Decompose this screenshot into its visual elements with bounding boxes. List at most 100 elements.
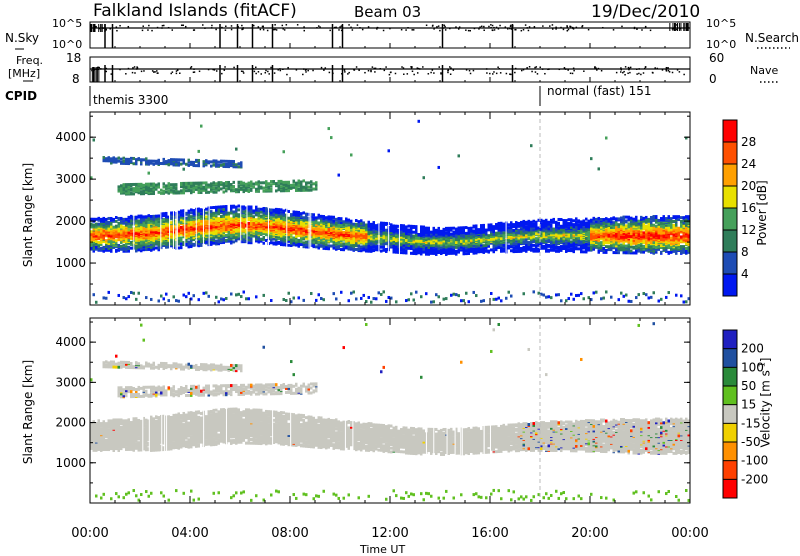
power-cell: [190, 161, 193, 164]
power-cell: [140, 183, 143, 186]
power-cell: [165, 242, 168, 245]
power-cell: [410, 292, 413, 295]
nave-point: [536, 66, 538, 68]
power-cell: [123, 160, 126, 163]
power-cell: [213, 191, 216, 194]
power-cell: [138, 219, 141, 222]
power-cell: [343, 247, 346, 250]
power-cell: [198, 240, 201, 243]
nave-point: [280, 70, 282, 72]
power-cell: [413, 225, 416, 228]
nsky-point: [426, 25, 428, 27]
power-cell: [238, 181, 241, 184]
power-cell: [188, 292, 191, 295]
power-cell: [260, 215, 263, 218]
nsky-point: [405, 29, 407, 31]
power-cell: [128, 183, 131, 186]
power-cell: [140, 190, 143, 193]
power-cell: [230, 217, 233, 220]
nave-point: [598, 68, 600, 70]
power-cell: [113, 156, 116, 159]
power-cell: [488, 234, 491, 237]
power-cell: [263, 294, 266, 297]
power-cell: [465, 292, 468, 295]
nsky-point: [444, 25, 446, 27]
nave-point: [329, 72, 331, 74]
nsky-point: [334, 27, 336, 29]
power-cell: [248, 241, 251, 244]
power-cell: [190, 215, 193, 218]
nave-point: [221, 73, 223, 75]
nave-point: [119, 69, 121, 71]
nave-point: [583, 70, 585, 72]
power-cell: [238, 162, 241, 165]
power-cell: [123, 247, 126, 250]
power-cell: [225, 221, 228, 224]
power-cell: [303, 299, 306, 302]
power-cell: [215, 206, 218, 209]
power-cell: [290, 238, 293, 241]
nave-point: [572, 73, 574, 75]
power-cell: [188, 164, 191, 167]
power-cell: [428, 237, 431, 240]
power-cell: [273, 241, 276, 244]
nave-point: [157, 72, 159, 74]
power-cell: [315, 216, 318, 219]
power-cell: [435, 229, 438, 232]
power-cell: [255, 181, 258, 184]
power-cell: [118, 185, 121, 188]
nsky-point: [157, 27, 159, 29]
power-cell: [325, 221, 328, 224]
nave-point: [106, 68, 108, 70]
power-cell: [360, 219, 363, 222]
power-cell: [95, 301, 98, 304]
nsky-point: [496, 27, 498, 29]
nave-point: [302, 74, 304, 76]
nsky-point: [274, 29, 276, 31]
nave-point: [395, 73, 397, 75]
nave-point: [380, 68, 382, 70]
power-cell: [305, 181, 308, 184]
nave-point: [305, 71, 307, 73]
power-cell: [308, 181, 311, 184]
power-cell: [340, 217, 343, 220]
nave-point: [529, 66, 531, 68]
nave-point: [287, 67, 289, 69]
nave-point: [353, 69, 355, 71]
power-cell: [158, 182, 161, 185]
nave-point: [170, 73, 172, 75]
power-cell: [223, 205, 226, 208]
nsky-point: [568, 29, 570, 31]
nave-point: [514, 72, 516, 74]
power-cell: [488, 224, 491, 227]
nsky-point: [560, 27, 562, 29]
power-cell: [180, 182, 183, 185]
power-cell: [170, 183, 173, 186]
power-cell: [268, 182, 271, 185]
power-cell: [258, 241, 261, 244]
nsky-point: [436, 26, 438, 28]
nave-point: [535, 71, 537, 73]
nave-point: [412, 71, 414, 73]
power-cell: [270, 183, 273, 186]
power-cell: [213, 187, 216, 190]
power-cell: [433, 300, 436, 303]
power-cell: [280, 220, 283, 223]
power-cell: [208, 295, 211, 298]
power-cell: [350, 153, 353, 156]
nave-point: [500, 72, 502, 74]
power-cell: [298, 211, 301, 214]
power-cell: [260, 211, 263, 214]
power-cell: [103, 156, 106, 159]
power-cell: [188, 245, 191, 248]
power-cell: [355, 297, 358, 300]
power-cell: [103, 296, 106, 299]
power-cell: [218, 208, 221, 211]
power-cell: [175, 299, 178, 302]
power-cell: [390, 223, 393, 226]
power-cell: [403, 233, 406, 236]
power-cell: [223, 208, 226, 211]
power-cell: [478, 231, 481, 234]
power-cell: [260, 238, 263, 241]
nave-point: [156, 70, 158, 72]
